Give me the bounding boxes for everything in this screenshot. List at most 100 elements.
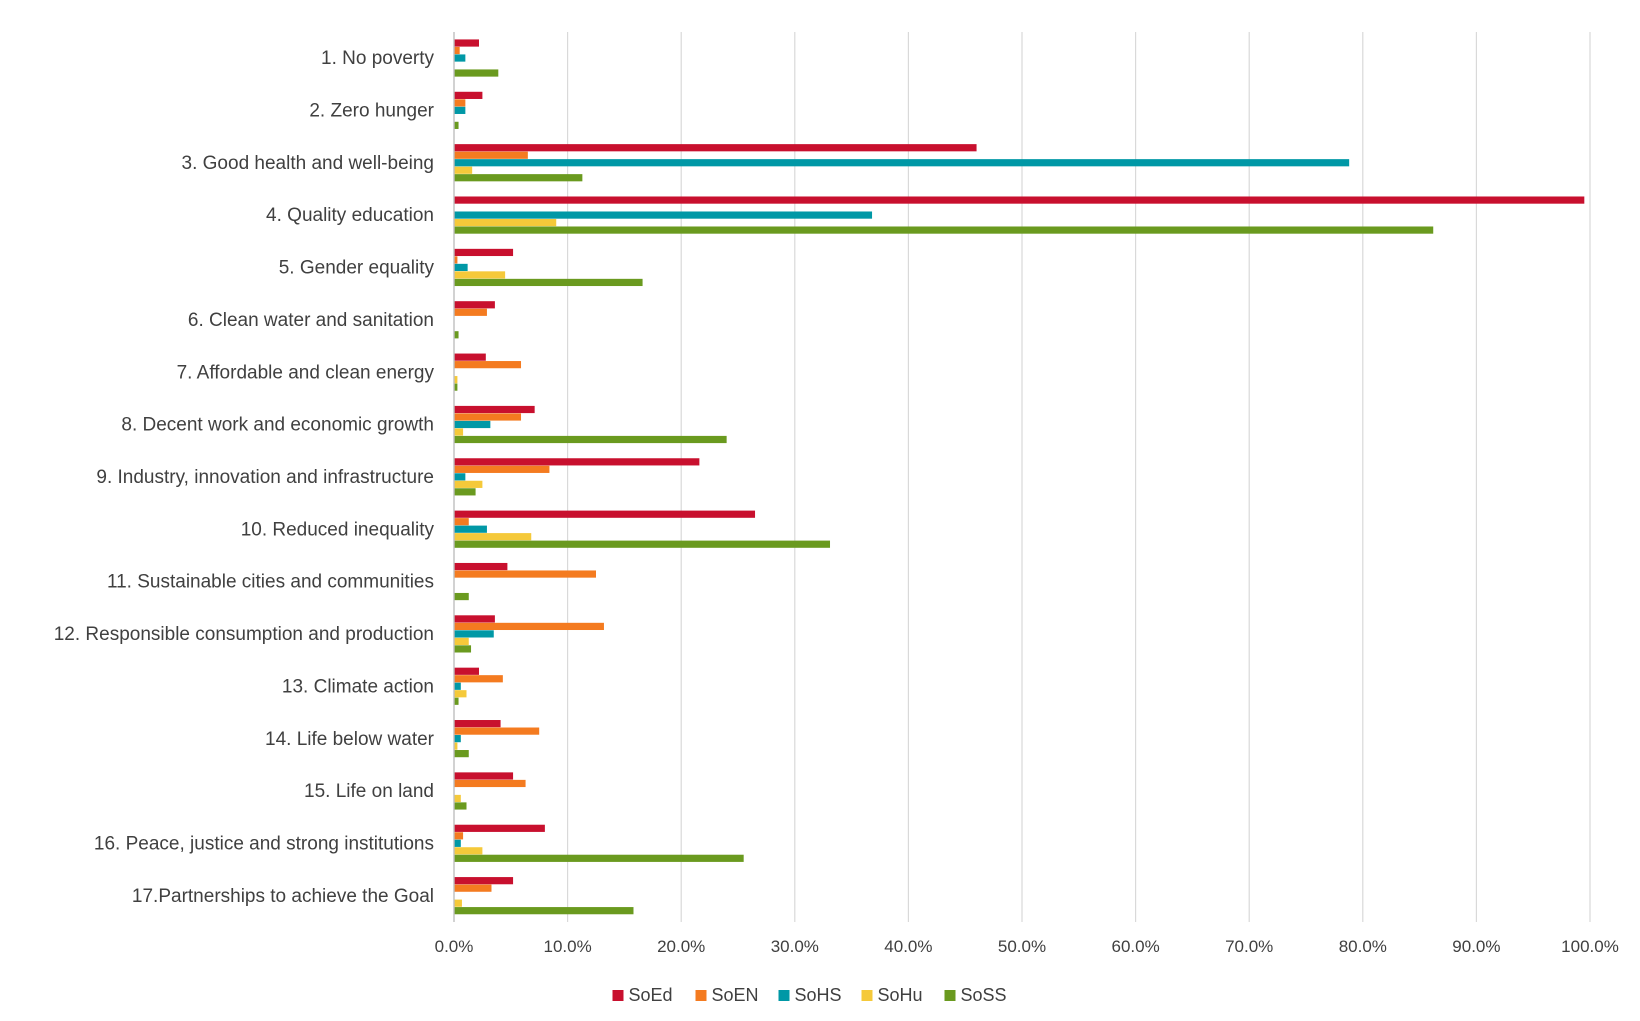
bar-soed: [454, 772, 514, 780]
category-label: 16. Peace, justice and strong institutio…: [94, 833, 434, 854]
bar-soss: [454, 435, 727, 444]
bar-sohs: [454, 159, 1350, 167]
bar-sohu: [454, 637, 469, 646]
bar-sohu: [454, 480, 483, 488]
category-label: 11. Sustainable cities and communities: [107, 572, 434, 593]
bar-sohs: [454, 263, 468, 272]
bar-sohs: [454, 420, 491, 429]
category-label: 10. Reduced inequality: [241, 519, 435, 540]
bar-soss: [454, 540, 831, 548]
category-label: 14. Life below water: [265, 729, 435, 750]
bar-sohs: [454, 839, 461, 847]
category-label: 7. Affordable and clean energy: [177, 362, 435, 383]
bar-sohu: [454, 742, 458, 750]
bar-sohu: [454, 533, 532, 541]
bar-sohu: [454, 899, 462, 907]
bar-soed: [454, 301, 495, 309]
bar-sohu: [454, 847, 483, 855]
bar-sohu: [454, 166, 473, 174]
bar-sohs: [454, 682, 461, 690]
bar-sohs: [454, 525, 487, 533]
bar-soen: [454, 46, 460, 55]
category-label: 6. Clean water and sanitation: [188, 310, 434, 331]
bar-sohu: [454, 428, 464, 436]
bar-soss: [454, 592, 469, 601]
bar-soen: [454, 727, 540, 735]
bar-soen: [454, 518, 469, 526]
bar-soen: [454, 832, 464, 840]
bar-sohs: [454, 106, 466, 114]
bar-soed: [454, 248, 514, 257]
x-tick-label: 0.0%: [435, 937, 474, 956]
bar-soss: [454, 802, 467, 810]
bar-sohu: [454, 794, 461, 803]
category-label: 17.Partnerships to achieve the Goal: [132, 886, 434, 907]
bar-soed: [454, 824, 545, 832]
bar-sohu: [454, 218, 557, 227]
bar-sohu: [454, 271, 506, 279]
bar-soed: [454, 353, 486, 361]
bar-soed: [454, 667, 479, 675]
bar-soen: [454, 361, 522, 369]
bar-soen: [454, 779, 526, 788]
bar-sohs: [454, 735, 461, 743]
x-tick-label: 60.0%: [1111, 937, 1159, 956]
category-label: 12. Responsible consumption and producti…: [54, 624, 434, 645]
legend-swatch-soss: [944, 990, 956, 1001]
legend-swatch-soen: [695, 990, 707, 1001]
bar-soss: [454, 331, 459, 339]
category-label: 3. Good health and well-being: [182, 153, 434, 174]
bar-sohs: [454, 211, 873, 219]
bar-soed: [454, 144, 977, 152]
bar-sohu: [454, 690, 467, 698]
bar-soed: [454, 458, 700, 466]
bar-soed: [454, 615, 495, 623]
bar-soss: [454, 854, 744, 862]
bar-soen: [454, 413, 522, 421]
bar-soen: [454, 622, 604, 631]
bar-soed: [454, 562, 508, 571]
category-label: 9. Industry, innovation and infrastructu…: [96, 467, 434, 488]
bar-soss: [454, 488, 476, 496]
bar-sohs: [454, 630, 494, 638]
bar-soss: [454, 226, 1434, 234]
x-tick-label: 20.0%: [657, 937, 705, 956]
x-tick-label: 10.0%: [543, 937, 591, 956]
bar-soed: [454, 510, 756, 518]
category-label: 15. Life on land: [304, 781, 434, 802]
x-tick-label: 90.0%: [1452, 937, 1500, 956]
x-tick-label: 100.0%: [1561, 937, 1619, 956]
bar-soss: [454, 278, 643, 287]
legend-label-sohs: SoHS: [795, 985, 842, 1005]
x-tick-label: 40.0%: [884, 937, 932, 956]
category-labels: 1. No poverty 2. Zero hunger 3. Good healt…: [54, 48, 435, 907]
bar-soss: [454, 174, 583, 182]
bar-soen: [454, 570, 596, 578]
bar-soss: [454, 383, 458, 391]
bar-soed: [454, 39, 479, 47]
bars: [454, 39, 1585, 915]
legend-label-soen: SoEN: [712, 985, 759, 1005]
gridlines: [566, 32, 1591, 922]
bar-sohs: [454, 473, 466, 481]
bar-soed: [454, 91, 483, 99]
legend-swatch-sohs: [778, 990, 790, 1001]
bar-soss: [454, 121, 459, 129]
bar-soed: [454, 405, 535, 414]
bar-soss: [454, 907, 634, 915]
legend-label-sohu: SoHu: [878, 985, 923, 1005]
x-tick-label: 80.0%: [1339, 937, 1387, 956]
legend: SoEd SoEN SoHS SoHu SoSS: [612, 985, 1007, 1005]
x-tick-labels: 0.0% 10.0% 20.0% 30.0% 40.0% 50.0% 60.0% 70.0% 8…: [435, 937, 1619, 956]
category-label: 1. No poverty: [321, 48, 434, 69]
x-tick-label: 30.0%: [771, 937, 819, 956]
legend-label-soed: SoEd: [629, 985, 673, 1005]
category-label: 4. Quality education: [266, 205, 434, 226]
bar-soss: [454, 750, 469, 758]
category-label: 2. Zero hunger: [309, 101, 434, 122]
bar-soen: [454, 675, 503, 683]
bar-soen: [454, 151, 528, 159]
category-label: 13. Climate action: [282, 676, 434, 697]
